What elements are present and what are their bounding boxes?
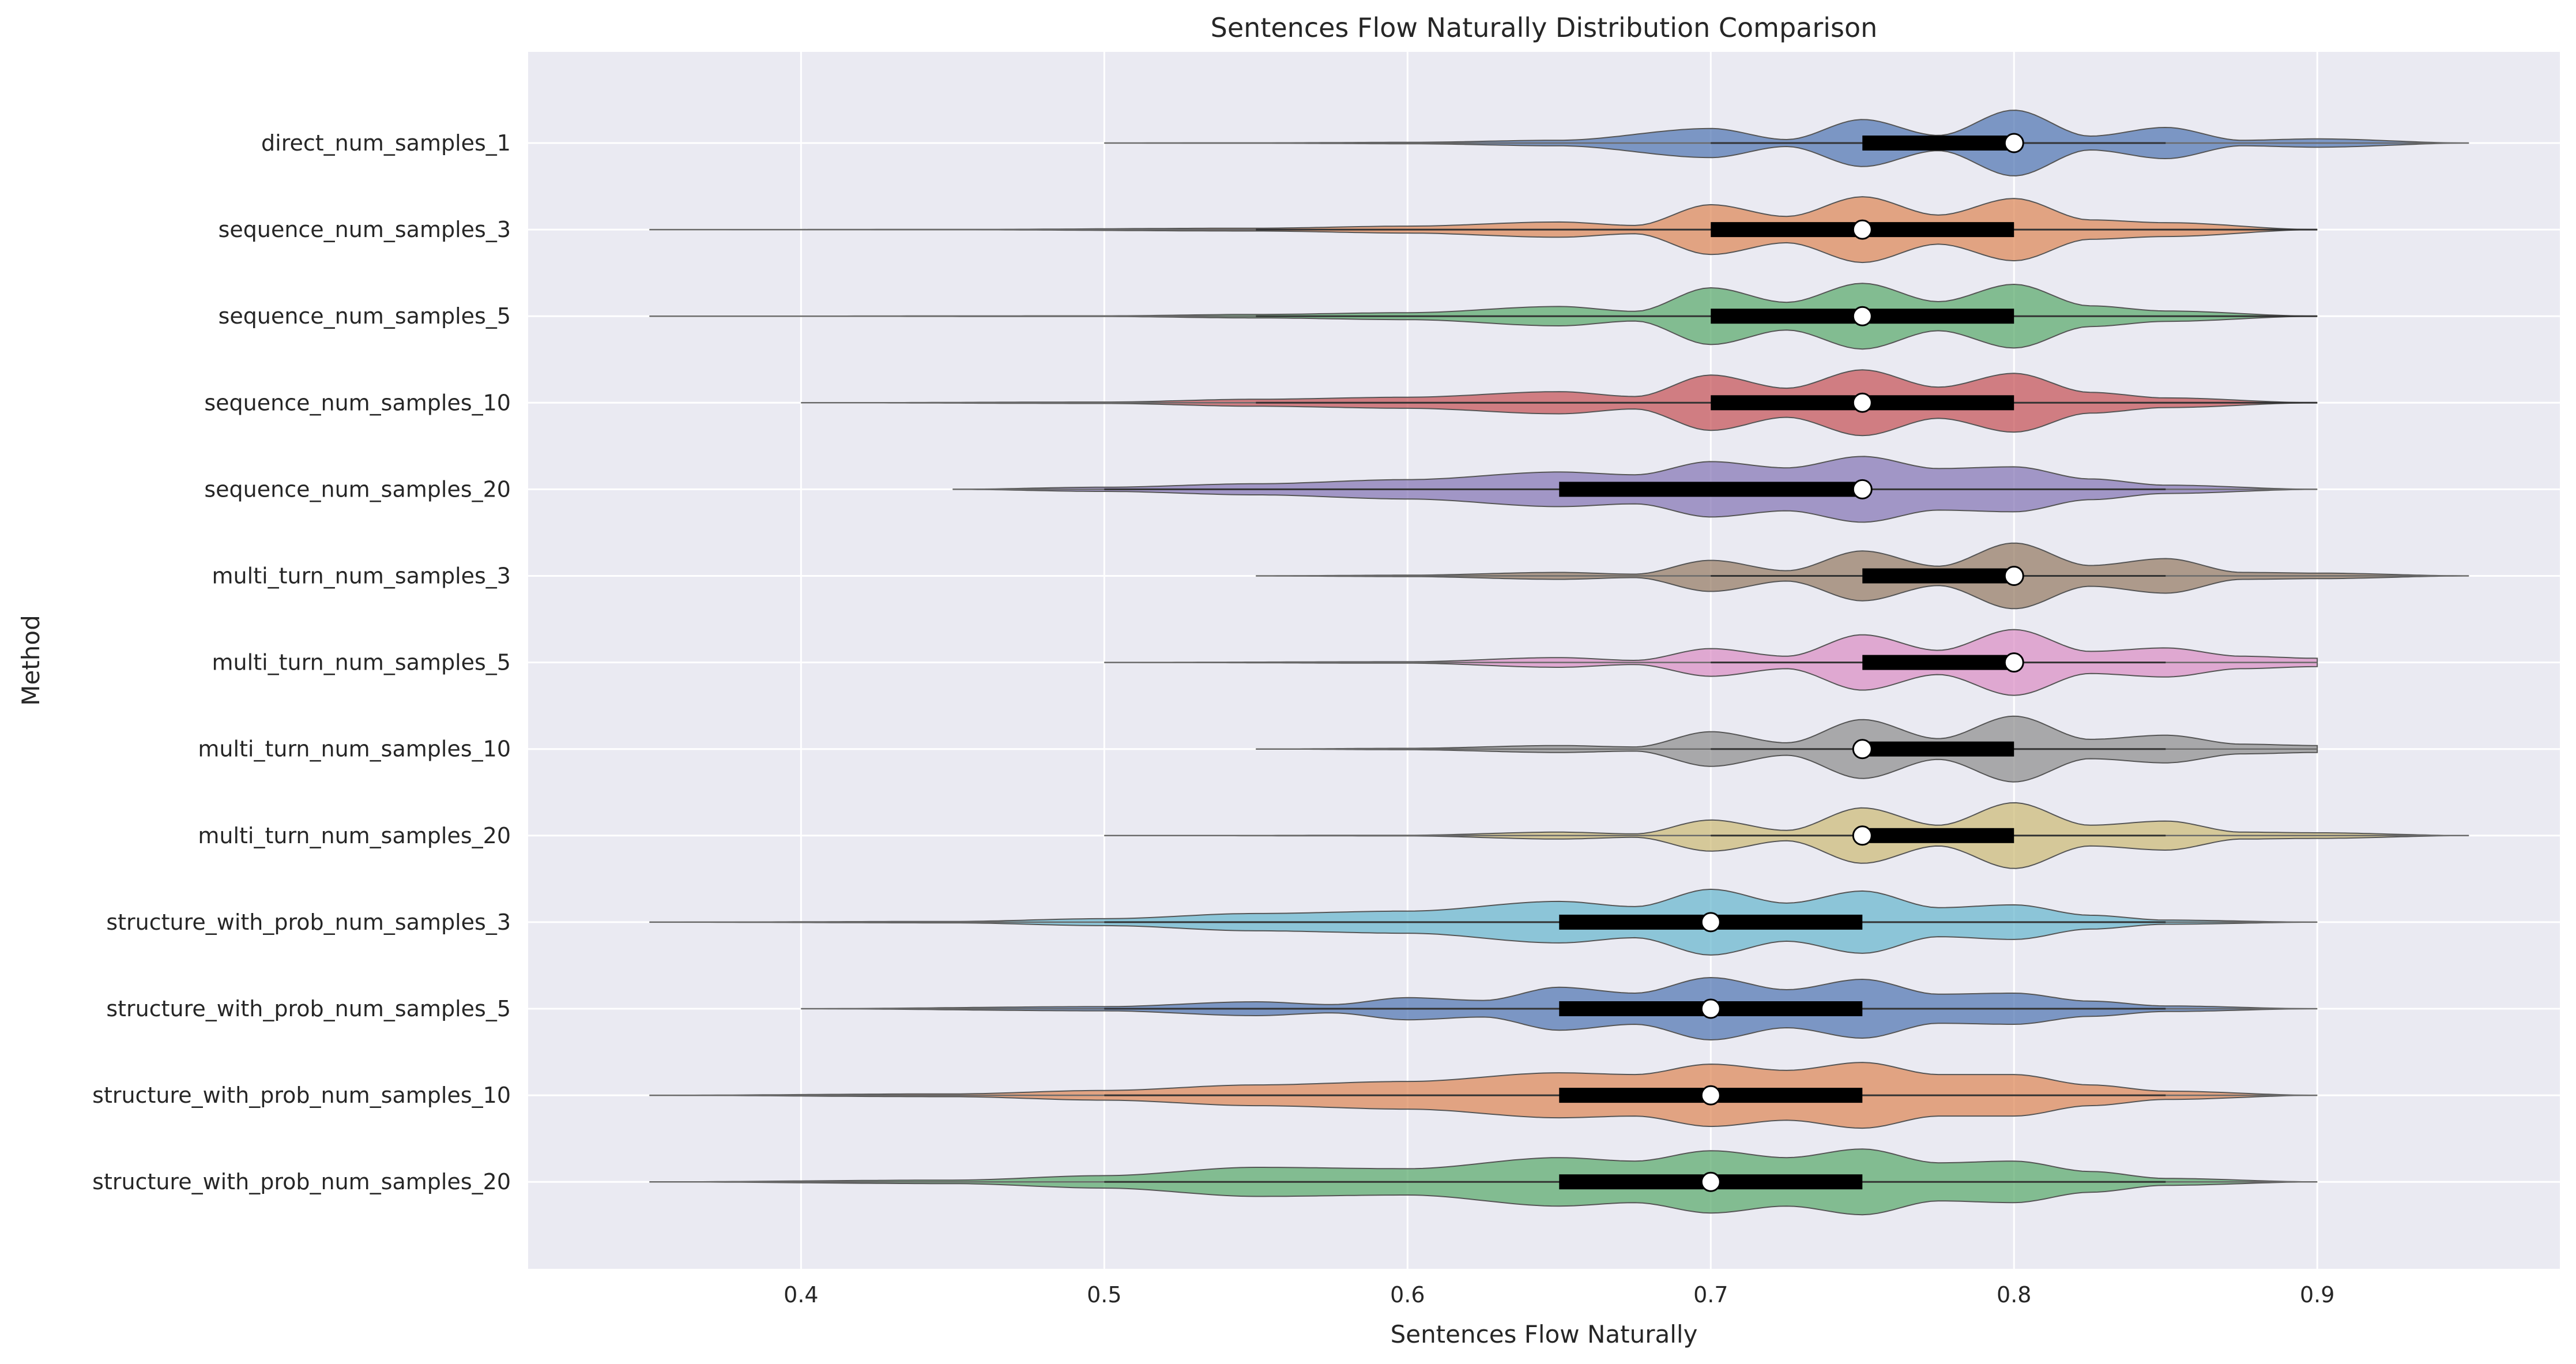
iqr-box [1559,482,1863,497]
y-tick-labels: direct_num_samples_1 sequence_num_samples… [92,130,511,1194]
y-tick-label: multi_turn_num_samples_3 [212,563,511,589]
median-marker [1700,912,1721,933]
x-tick-label: 0.4 [784,1282,818,1307]
y-tick-label: direct_num_samples_1 [261,130,511,156]
x-tick-label: 0.6 [1390,1282,1425,1307]
y-tick-label: sequence_num_samples_3 [219,217,511,242]
median-marker [2003,566,2024,586]
median-marker [2003,133,2024,153]
median-marker [1700,1171,1721,1192]
y-tick-label: multi_turn_num_samples_10 [198,737,511,762]
y-tick-label: sequence_num_samples_5 [219,303,511,329]
x-tick-labels: 0.4 0.5 0.6 0.7 0.8 0.9 [784,1282,2334,1307]
iqr-box [1862,136,2014,151]
median-marker [1852,479,1873,499]
x-tick-label: 0.5 [1087,1282,1121,1307]
iqr-box [1862,741,2014,757]
iqr-box [1862,828,2014,843]
x-tick-label: 0.9 [2300,1282,2334,1307]
y-tick-label: sequence_num_samples_10 [204,390,511,415]
median-marker [1852,392,1873,413]
median-marker [1852,825,1873,846]
y-tick-label: structure_with_prob_num_samples_5 [106,996,511,1021]
y-axis-label: Method [17,615,45,706]
y-tick-label: structure_with_prob_num_samples_10 [92,1083,511,1108]
box-plots [649,133,2469,1192]
median-marker [1852,219,1873,240]
x-tick-label: 0.8 [1997,1282,2031,1307]
y-tick-label: structure_with_prob_num_samples_3 [106,910,511,935]
iqr-box [1862,568,2014,584]
y-tick-label: structure_with_prob_num_samples_20 [92,1169,511,1194]
x-tick-label: 0.7 [1693,1282,1728,1307]
median-marker [1700,1085,1721,1106]
median-marker [1852,306,1873,326]
median-marker [2003,652,2024,673]
y-tick-label: multi_turn_num_samples_20 [198,823,511,848]
y-tick-label: sequence_num_samples_20 [204,476,511,502]
chart-title: Sentences Flow Naturally Distribution Co… [1211,12,1878,43]
iqr-box [1862,655,2014,670]
median-marker [1852,739,1873,760]
x-axis-label: Sentences Flow Naturally [1391,1320,1698,1348]
median-marker [1700,998,1721,1019]
y-tick-label: multi_turn_num_samples_5 [212,650,511,675]
